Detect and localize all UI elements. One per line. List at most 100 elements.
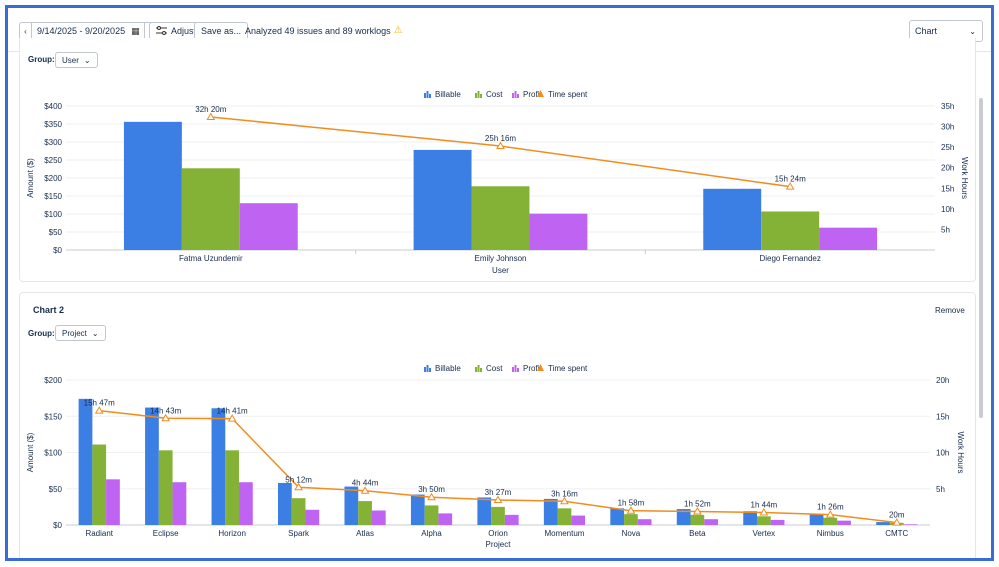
legend-cost-icon [475, 91, 482, 98]
bar-cost [424, 505, 439, 525]
bar-cost [823, 517, 838, 525]
y2-tick-label: 20h [941, 164, 954, 173]
y2-tick-label: 5h [936, 485, 945, 494]
y-tick-label: $50 [49, 228, 63, 237]
sliders-icon [156, 25, 167, 37]
y-tick-label: $300 [44, 138, 62, 147]
bar-billable [278, 482, 292, 525]
time-spent-point [892, 518, 902, 526]
time-spent-point [759, 507, 769, 516]
time-spent-point [427, 492, 436, 501]
y-tick-label: $0 [53, 246, 62, 255]
legend-profit-icon [512, 91, 519, 98]
legend-label-billable: Billable [435, 364, 461, 373]
bar-billable [876, 522, 890, 525]
y-tick-label: $100 [44, 449, 62, 458]
legend-label-cost: Cost [486, 364, 503, 373]
chart-1-panel: Group: User ⌄ Billable Cost Profit Time spe… [19, 38, 976, 282]
time-spent-label: 14h 43m [150, 406, 181, 415]
x-tick-label: Atlas [356, 529, 374, 538]
legend-billable-icon [424, 365, 431, 372]
y-tick-label: $200 [44, 376, 62, 385]
x-tick-label: Alpha [421, 529, 442, 538]
calendar-icon[interactable]: ▦ [131, 26, 140, 36]
group-select-user[interactable]: User ⌄ [55, 52, 98, 68]
y2-tick-label: 10h [936, 449, 949, 458]
legend-profit-icon [512, 365, 519, 372]
bar-cost [92, 444, 107, 525]
time-spent-label: 3h 16m [551, 489, 578, 498]
bar-profit [239, 482, 253, 525]
time-spent-label: 1h 58m [618, 499, 645, 508]
bar-profit [704, 519, 718, 525]
chart-1: Billable Cost Profit Time spent $0 $50 $100 $15… [26, 90, 969, 275]
x-tick-label: Horizon [218, 529, 246, 538]
y2-tick-label: 5h [941, 225, 950, 234]
x-axis-label: User [492, 266, 509, 275]
y2-tick-label: 20h [936, 376, 949, 385]
legend-label-time: Time spent [548, 364, 588, 373]
bar-billable [78, 398, 93, 525]
time-spent-point [360, 486, 370, 494]
date-range-field[interactable]: 9/14/2025 - 9/20/2025 ▦ [32, 23, 144, 39]
remove-chart-button[interactable]: Remove [935, 306, 965, 315]
bar-billable [145, 407, 159, 525]
legend-label-time: Time spent [548, 90, 588, 99]
bar-profit [637, 519, 652, 525]
time-spent-point [227, 414, 237, 422]
group-select-project[interactable]: Project ⌄ [55, 325, 106, 341]
bar-profit [837, 520, 851, 525]
time-spent-label: 3h 50m [418, 485, 445, 494]
y2-axis-label: Work Hours [956, 431, 965, 473]
x-tick-label: Nova [622, 529, 641, 538]
x-tick-label: CMTC [885, 529, 908, 538]
bar-cost [358, 501, 372, 525]
x-tick-label: Radiant [85, 529, 113, 538]
y2-tick-label: 15h [941, 184, 954, 193]
bar-profit [571, 515, 586, 525]
y-tick-label: $250 [44, 156, 62, 165]
time-spent-point [493, 495, 503, 503]
y-tick-label: $400 [44, 102, 62, 111]
y2-tick-label: 35h [941, 102, 954, 111]
time-spent-label: 1h 44m [751, 500, 778, 509]
bar-cost [624, 514, 638, 525]
legend-label-cost: Cost [486, 90, 503, 99]
chart-2: Billable Cost Profit Time spent $0 $50 $100 $15… [26, 364, 965, 549]
time-spent-point [693, 506, 702, 515]
app-frame: ‹ 9/14/2025 - 9/20/2025 ▦ › Adjust Save … [5, 5, 994, 561]
bar-cost [557, 508, 572, 525]
chart-2-panel: Chart 2 Remove Group: Project ⌄ Billable… [19, 292, 976, 558]
time-spent-point [94, 406, 104, 414]
bar-cost [471, 186, 530, 250]
y2-tick-label: 25h [941, 143, 954, 152]
time-spent-point [206, 112, 216, 120]
legend-label-billable: Billable [435, 90, 461, 99]
x-tick-label: Diego Fernandez [759, 254, 820, 263]
chevron-left-icon[interactable]: ‹ [20, 23, 32, 39]
bar-profit [371, 510, 386, 525]
bar-billable [211, 408, 226, 525]
time-spent-label: 15h 47m [84, 399, 115, 408]
save-as-label: Save as... [201, 26, 242, 36]
bar-profit [239, 203, 298, 250]
time-spent-label: 3h 27m [485, 488, 512, 497]
view-select-value: Chart [915, 26, 938, 36]
adjust-button[interactable]: Adjust [149, 22, 204, 40]
scrollbar-thumb[interactable] [979, 98, 983, 418]
bar-cost [291, 498, 306, 525]
time-spent-point [161, 413, 171, 422]
status-text: Analyzed 49 issues and 89 worklogs [245, 25, 391, 36]
y-tick-label: $200 [44, 174, 62, 183]
bar-cost [158, 450, 173, 525]
bar-billable [410, 494, 425, 525]
time-spent-label: 1h 26m [817, 503, 844, 512]
x-tick-label: Nimbus [817, 529, 844, 538]
time-spent-point [825, 510, 835, 518]
y-tick-label: $350 [44, 120, 62, 129]
time-spent-label: 32h 20m [195, 105, 226, 114]
bar-cost [690, 514, 705, 525]
x-tick-label: Vertex [753, 529, 776, 538]
chart-title: Chart 2 [33, 305, 65, 315]
legend-label-profit: Profit [523, 364, 542, 373]
